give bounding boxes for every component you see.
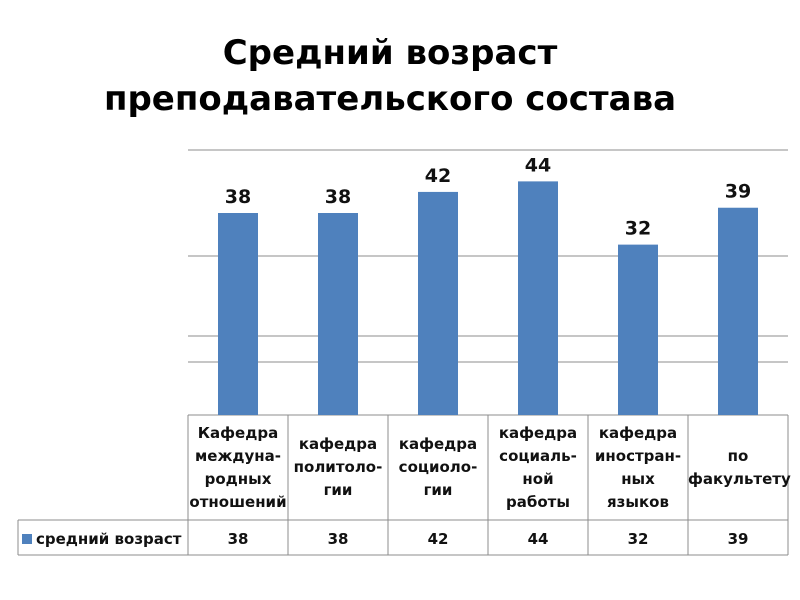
legend-label: средний возраст [36,530,182,548]
bar-0 [218,213,258,415]
category-label-5: по факультету [688,446,791,488]
bar-3 [518,181,558,415]
table-value-2: 42 [427,530,449,548]
table-value-1: 38 [327,530,349,548]
bar-5 [718,207,758,415]
bar-1 [318,213,358,415]
data-label-2: 42 [425,165,451,187]
data-label-5: 39 [725,181,751,203]
table-value-4: 32 [627,530,649,548]
table-value-5: 39 [727,530,749,548]
data-label-1: 38 [325,186,351,208]
data-label-0: 38 [225,186,251,208]
category-label-1: кафедра политоло- гии [293,435,383,499]
data-label-3: 44 [525,154,551,176]
data-label-4: 32 [625,218,651,240]
bar-4 [618,244,658,415]
chart-title: Средний возраст преподавательского соста… [103,33,677,119]
table-value-3: 44 [527,530,549,548]
bar-2 [418,191,458,415]
category-label-0: Кафедра междуна- родных отношений [189,423,287,511]
legend-swatch [22,534,32,544]
category-label-3: кафедра социаль- ной работы [498,423,578,511]
table-value-0: 38 [227,530,249,548]
category-label-4: кафедра иностран- ных языков [594,423,682,511]
category-label-2: кафедра социоло- гии [398,435,478,499]
